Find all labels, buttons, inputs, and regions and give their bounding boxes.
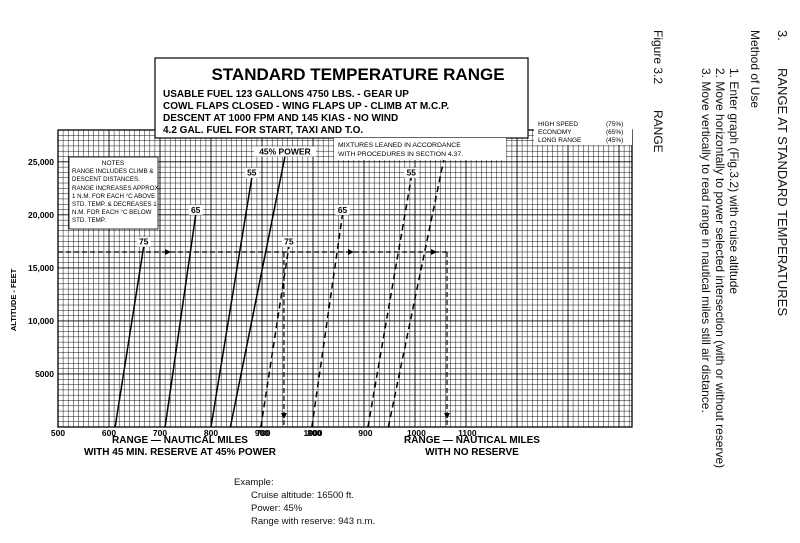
series-label-background xyxy=(335,204,350,215)
series-label-background xyxy=(404,167,419,178)
power-setting-label: LONG RANGE xyxy=(538,137,582,144)
notes-line: STD. TEMP. xyxy=(72,217,106,224)
notes-line: STD. TEMP. & DECREASES 1 xyxy=(72,201,157,208)
series-line xyxy=(367,177,413,428)
series-label: 55 xyxy=(407,168,417,178)
y-tick-label: 20,000 xyxy=(28,210,54,220)
power-setting-label: HIGH SPEED xyxy=(538,121,578,128)
series-line xyxy=(210,177,253,428)
chart-title: STANDARD TEMPERATURE RANGE xyxy=(211,65,504,84)
series-line xyxy=(114,246,145,428)
series-label: 75 xyxy=(284,237,294,247)
y-tick-label: 5000 xyxy=(35,369,54,379)
series-line xyxy=(311,214,344,428)
title-box: STANDARD TEMPERATURE RANGE USABLE FUEL 1… xyxy=(154,57,529,139)
series-label-background xyxy=(188,204,203,215)
condition-line: DESCENT AT 1000 FPM AND 145 KIAS - NO WI… xyxy=(163,113,398,124)
x-axis-label-reserve: RANGE — NAUTICAL MILES xyxy=(112,435,248,446)
method-heading: Method of Use xyxy=(748,30,762,109)
series-label: 55 xyxy=(247,168,257,178)
method-step: 1. Enter graph (Fig.3.2) with cruise alt… xyxy=(727,68,741,295)
series-line xyxy=(164,214,197,428)
y-tick-label: 10,000 xyxy=(28,316,54,326)
x-tick-label: 800 xyxy=(307,428,321,438)
figure-label: Figure 3.2 xyxy=(651,30,665,85)
arrowhead-icon xyxy=(444,413,450,419)
series-label: 65 xyxy=(191,205,201,215)
mixture-note-line: WITH PROCEDURES IN SECTION 4.37. xyxy=(338,151,463,158)
section-number: 3. xyxy=(775,30,790,41)
notes-line: RANGE INCREASES APPROX. xyxy=(72,185,161,192)
notes-line: RANGE INCLUDES CLIMB & xyxy=(72,168,154,175)
section-title: RANGE AT STANDARD TEMPERATURES xyxy=(775,68,790,317)
method-step: 2. Move horizontally to power selected i… xyxy=(713,68,727,469)
mixture-note: MIXTURES LEANED IN ACCORDANCE WITH PROCE… xyxy=(334,138,506,160)
figure-title: RANGE xyxy=(651,110,665,153)
mixture-note-line: MIXTURES LEANED IN ACCORDANCE xyxy=(338,142,461,149)
method-step: 3. Move vertically to read range in naut… xyxy=(699,68,713,413)
x-tick-label: 500 xyxy=(51,428,65,438)
series-line xyxy=(387,156,446,428)
arrowhead-icon xyxy=(280,413,287,419)
x-tick-label: 1000 xyxy=(304,428,323,438)
chart-axes: 5000 10,000 15,000 20,000 25,000 500 600 700 800… xyxy=(28,157,477,438)
series-line xyxy=(229,156,286,428)
example-heading: Example: xyxy=(234,477,274,488)
y-tick-label: 25,000 xyxy=(28,157,54,167)
condition-line: COWL FLAPS CLOSED - WING FLAPS UP - CLIM… xyxy=(163,101,449,112)
x-tick-label: 600 xyxy=(102,428,116,438)
power-setting-value: (45%) xyxy=(606,137,623,144)
series-label-background xyxy=(244,167,259,178)
notes-line: N.M. FOR EACH °C BELOW xyxy=(72,209,152,216)
series-label: 65 xyxy=(338,205,348,215)
notes-heading: NOTES xyxy=(102,160,125,167)
x-axis-label-no-reserve: WITH NO RESERVE xyxy=(425,447,519,458)
power-setting-value: (65%) xyxy=(606,129,623,136)
x-axis-label-reserve: WITH 45 MIN. RESERVE AT 45% POWER xyxy=(84,447,277,458)
series-label-background xyxy=(281,236,296,247)
series-label: 45% POWER xyxy=(259,147,311,157)
x-tick-label: 700 xyxy=(256,428,270,438)
example-block: Example: Cruise altitude: 16500 ft. Powe… xyxy=(234,476,375,528)
y-tick-label: 15,000 xyxy=(28,263,54,273)
arrowhead-icon xyxy=(164,248,171,255)
y-axis-label: ALTITUDE - FEET xyxy=(9,268,18,331)
notes-box: NOTES RANGE INCLUDES CLIMB & DESCENT DIS… xyxy=(68,156,161,230)
x-tick-label: 900 xyxy=(255,428,269,438)
x-tick-label: 700 xyxy=(153,428,167,438)
notes-line: DESCENT DISTANCES. xyxy=(72,176,140,183)
example-line: Cruise altitude: 16500 ft. xyxy=(251,490,354,501)
series-label-background xyxy=(253,146,316,157)
condition-line: USABLE FUEL 123 GALLONS 4750 LBS. - GEAR… xyxy=(163,89,409,100)
notes-line: 1 N.M. FOR EACH °C ABOVE xyxy=(72,193,155,200)
power-setting-label: ECONOMY xyxy=(538,129,572,136)
x-tick-label: 1100 xyxy=(458,428,477,438)
example-path xyxy=(58,248,450,427)
power-settings-legend: HIGH SPEED (75%) ECONOMY (65%) LONG RANG… xyxy=(534,119,632,145)
condition-line: 4.2 GAL. FUEL FOR START, TAXI AND T.O. xyxy=(163,125,363,136)
arrowhead-icon xyxy=(431,248,437,255)
x-tick-label: 1000 xyxy=(407,428,426,438)
x-tick-label: 800 xyxy=(204,428,218,438)
arrowhead-icon xyxy=(347,248,354,255)
series-label: 75 xyxy=(139,237,149,247)
power-setting-value: (75%) xyxy=(606,121,623,128)
series-label-background xyxy=(136,236,151,247)
example-line: Power: 45% xyxy=(251,503,303,514)
example-line: Range with reserve: 943 n.m. xyxy=(251,516,376,527)
x-tick-label: 900 xyxy=(358,428,372,438)
x-axis-label-no-reserve: RANGE — NAUTICAL MILES xyxy=(404,435,540,446)
